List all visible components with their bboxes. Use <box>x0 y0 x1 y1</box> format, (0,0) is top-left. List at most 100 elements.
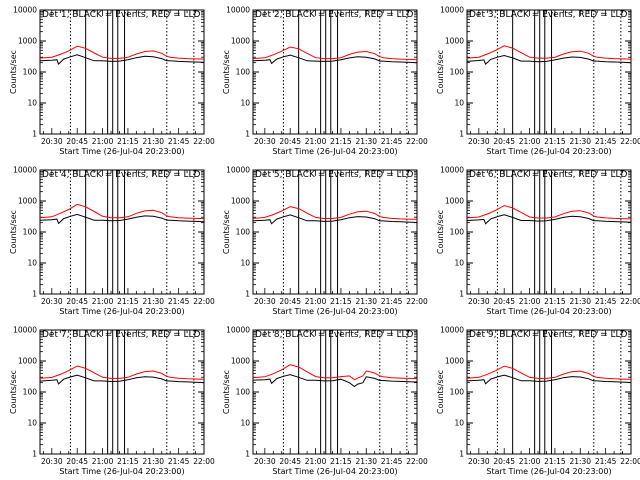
lld-series-line <box>252 364 418 381</box>
x-tick-label: 22:00 <box>193 297 215 306</box>
y-tick-label: 1 <box>245 290 250 299</box>
y-tick-label: 1000 <box>231 197 250 206</box>
y-tick-label: 10000 <box>440 6 464 15</box>
y-tick-label: 10000 <box>440 326 464 335</box>
y-tick-label: 10000 <box>13 6 37 15</box>
y-tick-label: 1000 <box>231 357 250 366</box>
y-axis-label: Counts/sec <box>9 210 18 254</box>
x-tick-label: 20:30 <box>254 457 276 466</box>
y-tick-label: 1000 <box>445 37 464 46</box>
lld-series-line <box>466 205 632 220</box>
lld-series-line <box>466 45 632 60</box>
y-tick-label: 100 <box>450 388 465 397</box>
x-tick-label: 20:30 <box>41 137 63 146</box>
y-tick-label: 100 <box>450 68 465 77</box>
x-axis-label: Start Time (26-Jul-04 20:23:00) <box>486 147 611 156</box>
events-series-line <box>39 213 205 225</box>
x-tick-label: 21:15 <box>544 297 566 306</box>
plot-title: Det 9, BLACK = Events, RED = LLD <box>469 330 628 340</box>
y-tick-label: 10000 <box>13 326 37 335</box>
x-axis-label: Start Time (26-Jul-04 20:23:00) <box>486 467 611 476</box>
x-tick-label: 21:15 <box>330 297 352 306</box>
x-tick-label: 22:00 <box>193 137 215 146</box>
y-tick-label: 1 <box>459 130 464 139</box>
x-tick-label: 21:45 <box>381 137 403 146</box>
y-tick-label: 10 <box>27 259 37 268</box>
x-tick-label: 21:15 <box>544 137 566 146</box>
y-tick-label: 10 <box>27 99 37 108</box>
plot-panel-4: 1 10 100 1000 10000 20:30 20:45 21:00 21:15 21:30… <box>9 166 215 317</box>
x-tick-label: 22:00 <box>406 297 428 306</box>
y-tick-label: 10 <box>27 419 37 428</box>
events-series-line <box>252 54 418 65</box>
x-tick-label: 21:45 <box>168 137 190 146</box>
y-tick-label: 10000 <box>226 326 250 335</box>
x-tick-label: 21:30 <box>569 137 591 146</box>
y-tick-label: 1 <box>459 290 464 299</box>
y-tick-label: 1 <box>459 450 464 459</box>
x-tick-label: 21:00 <box>92 457 114 466</box>
x-tick-label: 21:30 <box>355 297 377 306</box>
y-tick-label: 100 <box>23 228 38 237</box>
x-tick-label: 22:00 <box>620 457 640 466</box>
lld-series-line <box>39 365 205 380</box>
x-tick-label: 21:15 <box>117 137 139 146</box>
x-tick-label: 20:30 <box>254 297 276 306</box>
x-tick-label: 20:45 <box>66 137 88 146</box>
x-tick-label: 21:15 <box>117 457 139 466</box>
y-tick-label: 100 <box>23 68 38 77</box>
x-tick-label: 20:45 <box>279 457 301 466</box>
x-tick-label: 20:45 <box>493 457 515 466</box>
plot-title: Det 8, BLACK = Events, RED = LLD <box>255 330 414 340</box>
lld-series-line <box>39 203 205 220</box>
y-tick-label: 100 <box>236 68 251 77</box>
y-tick-label: 1000 <box>18 37 37 46</box>
y-axis-label: Counts/sec <box>222 370 231 414</box>
x-tick-label: 22:00 <box>620 297 640 306</box>
lld-series-line <box>39 45 205 60</box>
x-tick-label: 20:45 <box>279 297 301 306</box>
x-tick-label: 21:15 <box>544 457 566 466</box>
lld-series-line <box>252 206 418 220</box>
x-axis-label: Start Time (26-Jul-04 20:23:00) <box>272 467 397 476</box>
plot-title: Det 1, BLACK = Events, RED = LLD <box>42 10 201 20</box>
x-axis-label: Start Time (26-Jul-04 20:23:00) <box>272 147 397 156</box>
plot-title: Det 4, BLACK = Events, RED = LLD <box>42 170 201 180</box>
plot-title: Det 7, BLACK = Events, RED = LLD <box>42 330 201 340</box>
plot-panel-9: 1 10 100 1000 10000 20:30 20:45 21:00 21:15 21:30… <box>436 326 640 477</box>
x-tick-label: 21:45 <box>168 297 190 306</box>
events-series-line <box>466 54 632 65</box>
y-tick-label: 1000 <box>18 357 37 366</box>
x-tick-label: 21:45 <box>168 457 190 466</box>
y-tick-label: 10 <box>240 419 250 428</box>
x-axis-label: Start Time (26-Jul-04 20:23:00) <box>272 307 397 316</box>
x-tick-label: 20:45 <box>493 297 515 306</box>
x-tick-label: 21:45 <box>595 137 617 146</box>
x-tick-label: 22:00 <box>406 457 428 466</box>
x-tick-label: 21:00 <box>305 457 327 466</box>
y-axis-label: Counts/sec <box>436 370 445 414</box>
y-tick-label: 10 <box>454 99 464 108</box>
y-tick-label: 1000 <box>445 357 464 366</box>
x-tick-label: 21:45 <box>381 457 403 466</box>
x-tick-label: 21:15 <box>117 297 139 306</box>
plot-panel-8: 1 10 100 1000 10000 20:30 20:45 21:00 21:15 21:30… <box>222 326 428 477</box>
x-tick-label: 22:00 <box>193 457 215 466</box>
x-axis-label: Start Time (26-Jul-04 20:23:00) <box>59 307 184 316</box>
x-tick-label: 21:30 <box>569 297 591 306</box>
y-tick-label: 10000 <box>226 6 250 15</box>
x-tick-label: 20:45 <box>493 137 515 146</box>
x-tick-label: 20:30 <box>468 137 490 146</box>
y-axis-label: Counts/sec <box>436 210 445 254</box>
x-tick-label: 20:45 <box>279 137 301 146</box>
x-tick-label: 21:45 <box>595 457 617 466</box>
y-tick-label: 10000 <box>13 166 37 175</box>
x-tick-label: 21:00 <box>305 297 327 306</box>
y-axis-label: Counts/sec <box>9 370 18 414</box>
x-tick-label: 21:15 <box>330 137 352 146</box>
x-tick-label: 21:00 <box>519 137 541 146</box>
y-tick-label: 100 <box>236 228 251 237</box>
x-tick-label: 21:30 <box>142 297 164 306</box>
y-tick-label: 10 <box>454 259 464 268</box>
